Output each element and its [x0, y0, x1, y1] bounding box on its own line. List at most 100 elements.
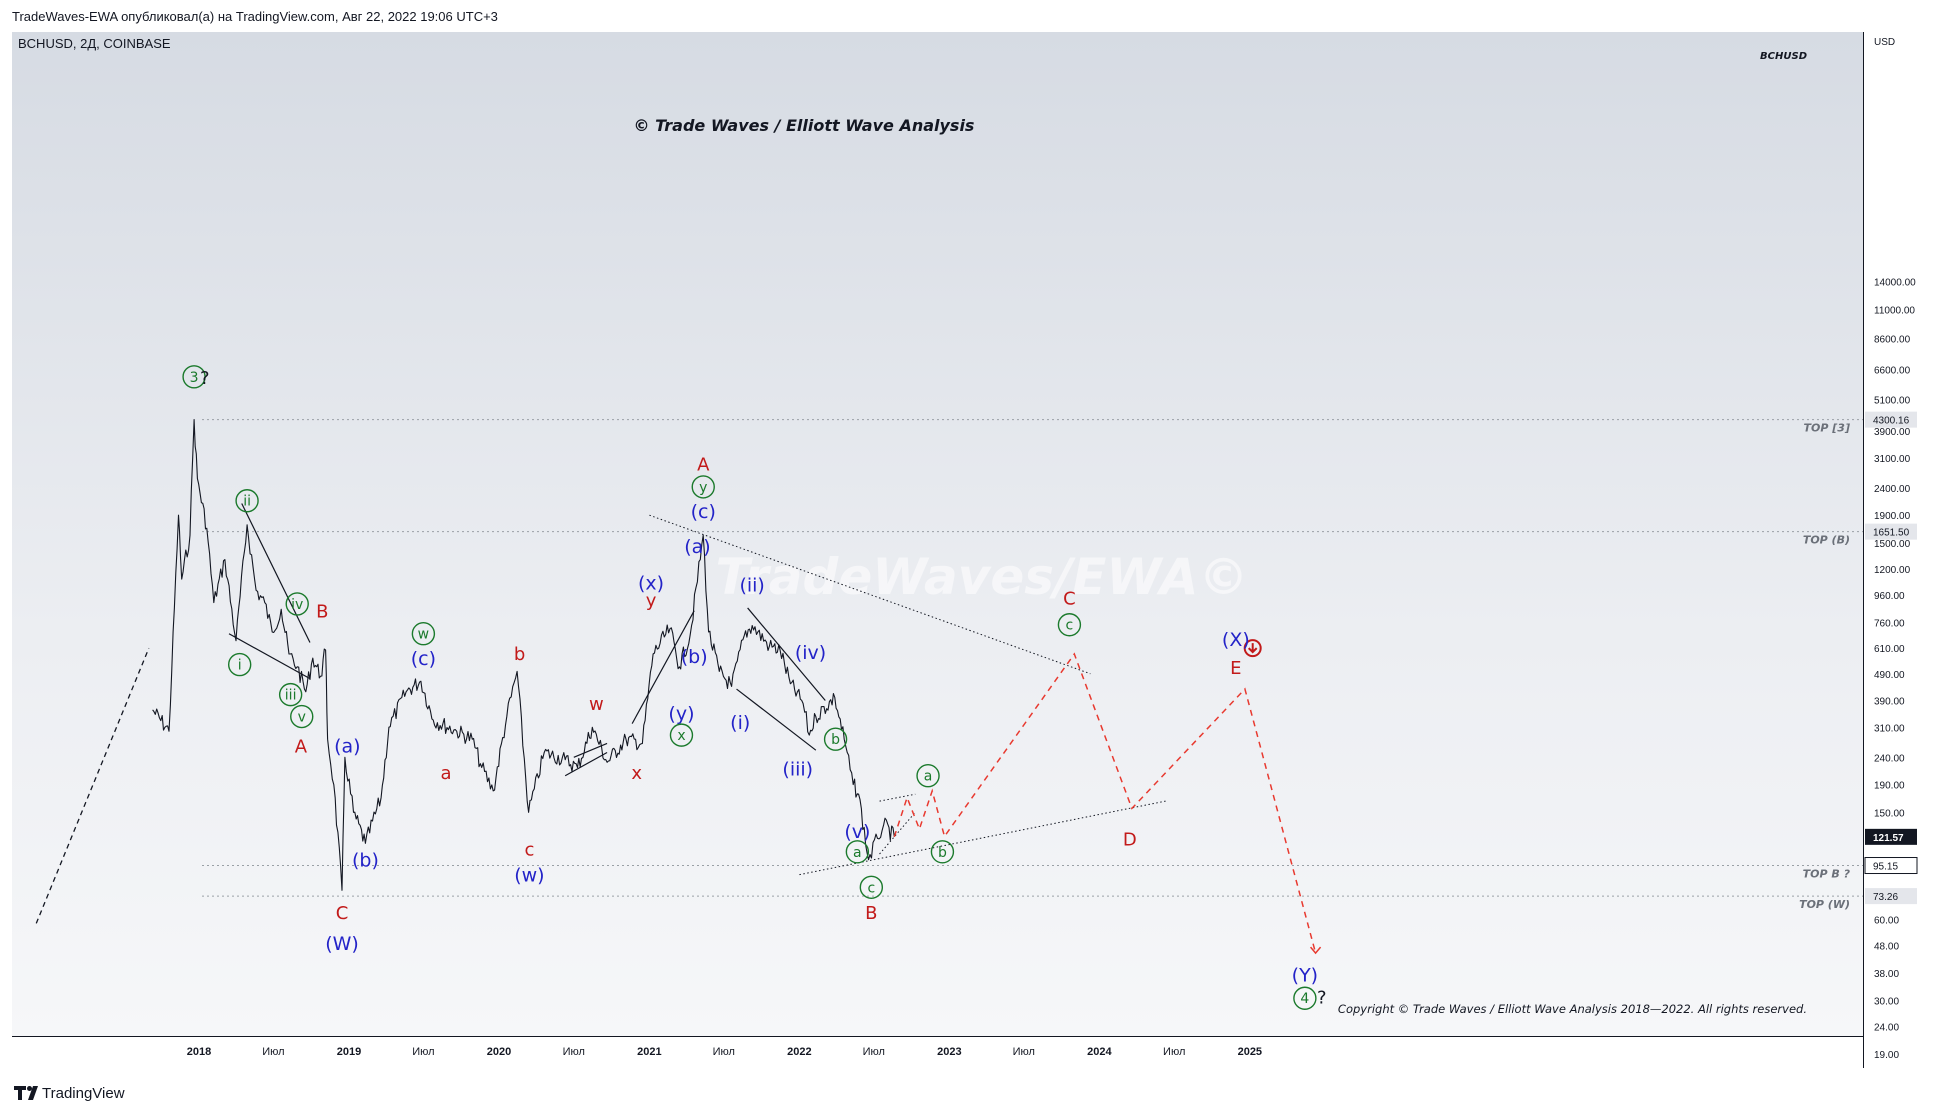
price-tick: 610.00 [1874, 644, 1905, 655]
symbol-title: BCHUSD, 2Д, COINBASE [18, 36, 171, 51]
time-tick: Июл [262, 1046, 284, 1058]
price-tick: 150.00 [1874, 808, 1905, 819]
time-axis-svg: 2018 Июл 2019 Июл 2020 Июл 2021 Июл 2022 Июл 2023 И… [187, 1046, 1262, 1058]
wave-label-circle [691, 475, 715, 499]
time-tick: 2024 [1087, 1046, 1112, 1058]
price-tick: 490.00 [1874, 670, 1905, 681]
price-tick: 6600.00 [1874, 366, 1911, 377]
wave-label: (ii) [739, 575, 764, 597]
price-label: 4300.16 [1873, 416, 1910, 427]
time-axis[interactable]: 2018 Июл 2019 Июл 2020 Июл 2021 Июл 2022 Июл 2023 И… [12, 1036, 1863, 1069]
trendline [747, 607, 826, 701]
level-label: TOP [3] [1804, 422, 1850, 435]
price-label: 95.15 [1873, 862, 1898, 873]
trendline [631, 610, 695, 724]
wave-label: (W) [325, 933, 359, 955]
tradingview-footer[interactable]: TradingView [12, 1074, 312, 1108]
wave-label-circle [669, 723, 694, 747]
wave-label: a [853, 845, 862, 861]
wave-label: i [238, 658, 242, 674]
price-tick: 8600.00 [1874, 335, 1911, 346]
wave-label: (x) [638, 572, 664, 594]
price-label-box [1865, 888, 1917, 905]
chart-plot-area[interactable]: BCHUSD, 2Д, COINBASE BCHUSD © Trade Waves … [12, 32, 1863, 1036]
wave-label-circle [916, 764, 940, 788]
wave-label-circle [278, 682, 303, 707]
wave-label: y [699, 480, 707, 496]
wave-label: (w) [514, 865, 544, 887]
time-tick: 2022 [787, 1046, 811, 1058]
wave-label-circle [930, 840, 955, 864]
trendline [35, 647, 150, 924]
price-tick: 3900.00 [1874, 427, 1911, 438]
wave-label: b [938, 845, 947, 861]
price-tick: 1900.00 [1874, 511, 1911, 522]
time-tick: Июл [713, 1046, 735, 1058]
price-tick: 240.00 [1874, 753, 1905, 764]
wave-label: B [865, 903, 877, 924]
price-tick: 390.00 [1874, 696, 1905, 707]
price-tick: 3100.00 [1874, 454, 1911, 465]
wave-label: (y) [668, 703, 694, 725]
time-tick: Июл [863, 1046, 885, 1058]
price-label-box [1865, 828, 1917, 845]
wave-label: B [316, 602, 328, 623]
time-tick: 2021 [637, 1046, 661, 1058]
price-tick: 38.00 [1874, 969, 1899, 980]
wave-label: (b) [352, 850, 379, 872]
price-label-box [1865, 523, 1917, 540]
wave-label: A [295, 737, 308, 758]
time-tick: Июл [563, 1046, 585, 1058]
price-tick: 30.00 [1874, 997, 1899, 1008]
wave-label: (iv) [795, 642, 826, 664]
wave-label: w [418, 627, 429, 643]
wave-label: (X) [1222, 629, 1250, 651]
wave-label: (i) [730, 712, 750, 734]
wave-label: iii [285, 688, 297, 704]
bearish-arrow-icon [1247, 643, 1258, 654]
time-tick: Июл [1163, 1046, 1185, 1058]
time-tick: Июл [1013, 1046, 1035, 1058]
wave-label-circle [411, 622, 436, 646]
wave-label: y [646, 590, 657, 611]
price-tick: 310.00 [1874, 723, 1905, 734]
wave-label: a [924, 769, 933, 785]
time-tick: 2025 [1238, 1046, 1262, 1058]
wave-label-circle [845, 840, 870, 864]
wave-label: A [697, 454, 710, 475]
trendline [736, 688, 817, 751]
wave-label: x [631, 763, 642, 784]
time-tick: Июл [412, 1046, 434, 1058]
wave-label: (c) [411, 648, 436, 670]
wave-label: ii [243, 494, 251, 510]
wave-label-circle [227, 652, 252, 677]
wave-label-circle [290, 704, 314, 729]
price-axis[interactable]: USD 14000.00 11000.00 8600.00 6600.00 5100.00… [1863, 32, 1945, 1068]
price-tick: 190.00 [1874, 781, 1905, 792]
wave-label: (a) [334, 736, 360, 758]
level-label: TOP (B) [1803, 534, 1850, 547]
wave-label: (v) [844, 821, 870, 843]
price-label: 121.57 [1873, 833, 1904, 844]
wave-label: C [1063, 589, 1076, 610]
wave-label-circle [235, 489, 259, 513]
price-chart-svg: BCHUSD, 2Д, COINBASE BCHUSD © Trade Waves … [18, 36, 1863, 1016]
wave-label: c [1066, 618, 1074, 634]
bearish-marker-icon [1243, 639, 1262, 658]
price-tick: 14000.00 [1874, 278, 1916, 289]
wave-label: w [589, 694, 604, 715]
price-tick: 48.00 [1874, 942, 1899, 953]
price-tick: 1200.00 [1874, 565, 1911, 576]
wave-label-circle [859, 875, 884, 899]
watermark-top: © Trade Waves / Elliott Wave Analysis [634, 116, 975, 135]
chart-publisher-header: TradeWaves-EWA опубликовал(а) на Trading… [12, 9, 498, 24]
wave-label: iv [291, 597, 303, 613]
projection-arrowhead [1310, 946, 1322, 955]
trendline [241, 503, 311, 643]
price-tick: 760.00 [1874, 618, 1905, 629]
wave-label: x [677, 728, 685, 744]
wave-label-circle [285, 592, 309, 616]
time-tick: 2020 [487, 1046, 511, 1058]
watermark-center: TradeWaves/EWA© [716, 548, 1249, 606]
wave-label: b [514, 644, 525, 665]
